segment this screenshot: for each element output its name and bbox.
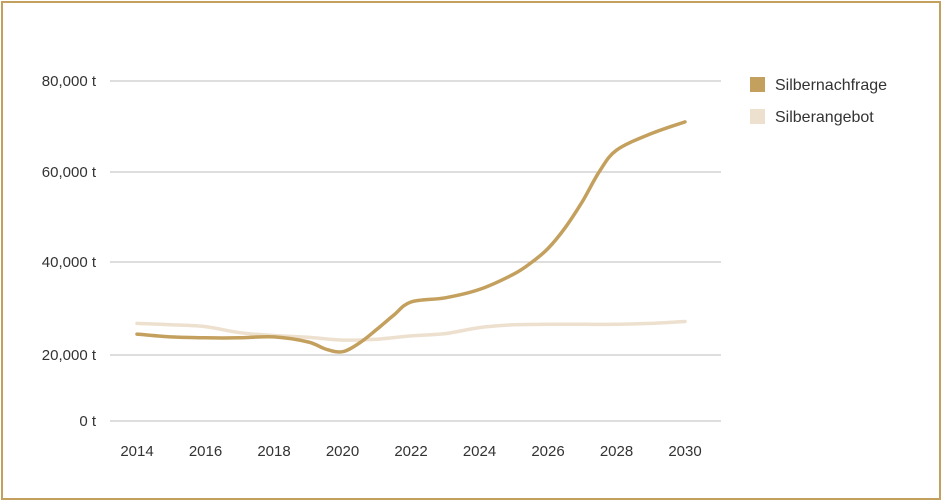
x-tick-label: 2014 (120, 443, 153, 460)
legend-swatch-silbernachfrage (750, 77, 765, 92)
x-tick-label: 2020 (326, 443, 359, 460)
series-line-silberangebot (135, 319, 687, 342)
x-tick-label: 2030 (668, 443, 701, 460)
legend: Silbernachfrage Silberangebot (750, 77, 887, 126)
x-tick-label: 2028 (600, 443, 633, 460)
y-tick-label: 60,000 t (42, 164, 97, 181)
x-tick-label: 2016 (189, 443, 222, 460)
x-tick-label: 2026 (531, 443, 564, 460)
y-tick-label: 20,000 t (42, 347, 97, 364)
x-tick-label: 2022 (394, 443, 427, 460)
legend-label-silbernachfrage: Silbernachfrage (775, 77, 887, 94)
legend-label-silberangebot: Silberangebot (775, 109, 874, 126)
x-tick-label: 2024 (463, 443, 496, 460)
y-axis-ticks: 0 t 20,000 t 40,000 t 60,000 t 80,000 t (42, 73, 97, 430)
y-tick-label: 40,000 t (42, 254, 97, 271)
y-tick-label: 80,000 t (42, 73, 97, 90)
series-line-silbernachfrage (135, 120, 687, 354)
legend-swatch-silberangebot (750, 109, 765, 124)
series-lines (135, 120, 687, 354)
x-axis-ticks: 2014 2016 2018 2020 2022 2024 2026 2028 2030 (120, 443, 701, 460)
gridlines (110, 80, 721, 422)
x-tick-label: 2018 (257, 443, 290, 460)
y-tick-label: 0 t (79, 413, 97, 430)
